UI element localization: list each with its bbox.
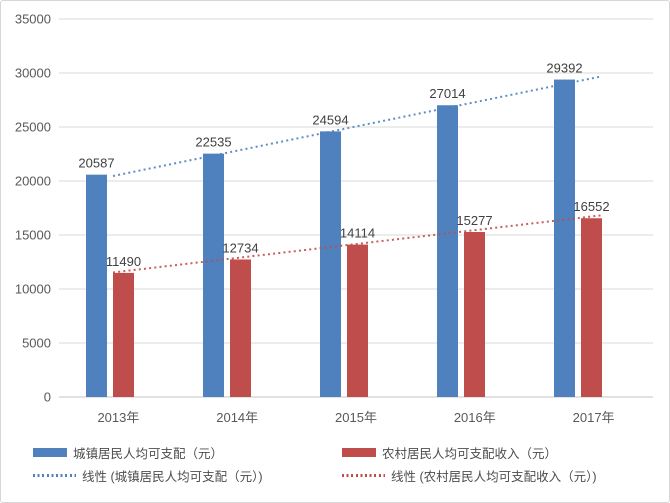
y-axis-tick-label: 25000	[15, 120, 51, 135]
x-axis-label-2: 2014年	[216, 410, 258, 425]
legend-label-urban: 城镇居民人均可支配（元）	[73, 446, 224, 461]
y-axis-tick-label: 35000	[15, 12, 51, 27]
legend-swatch-rural-trendline	[342, 473, 385, 477]
data-label-s1-c1: 20587	[78, 156, 114, 171]
data-label-s2-c3: 14114	[340, 226, 375, 241]
y-axis-tick-label: 0	[44, 390, 51, 405]
legend: 城镇居民人均可支配（元） 农村居民人均可支配收入（元） 线性 (城镇居民人均可支…	[1, 444, 669, 484]
x-axis-label-5: 2017年	[573, 410, 615, 425]
data-label-s2-c1: 11490	[106, 254, 141, 269]
legend-item-urban-trendline: 线性 (城镇居民人均可支配（元）)	[33, 467, 342, 484]
y-axis-tick-label: 15000	[15, 228, 51, 243]
plot-area: 0 5000 10000 15000 20000 25000 30000 35000 20587…	[15, 12, 653, 425]
legend-item-urban-bars: 城镇居民人均可支配（元）	[33, 444, 342, 461]
data-label-s1-c5: 29392	[546, 61, 582, 76]
bar-s1-c1	[86, 174, 107, 397]
bar-s1-c5	[554, 79, 575, 397]
legend-label-urban-trendline: 线性 (城镇居民人均可支配（元）)	[82, 469, 263, 484]
y-axis-tick-label: 10000	[15, 282, 51, 297]
y-axis-tick-label: 30000	[15, 66, 51, 81]
legend-item-rural-trendline: 线性 (农村居民人均可支配收入（元）)	[342, 467, 669, 484]
bar-s1-c2	[203, 153, 224, 397]
legend-label-rural-trendline: 线性 (农村居民人均可支配收入（元）)	[391, 469, 597, 484]
bar-s2-c1	[113, 272, 134, 397]
bar-s2-c3	[347, 244, 368, 397]
x-axis-label-4: 2016年	[454, 410, 496, 425]
data-label-s1-c2: 22535	[195, 135, 231, 150]
bar-s1-c3	[320, 131, 341, 397]
legend-swatch-rural-bar	[342, 447, 376, 457]
bar-s2-c2	[230, 259, 251, 397]
legend-swatch-urban-bar	[33, 447, 67, 457]
data-label-s2-c4: 15277	[456, 213, 492, 228]
bar-s2-c5	[581, 218, 602, 397]
trendline-s1	[112, 75, 602, 177]
y-axis-tick-label: 5000	[22, 336, 51, 351]
y-axis-tick-label: 20000	[15, 174, 51, 189]
legend-grid: 城镇居民人均可支配（元） 农村居民人均可支配收入（元） 线性 (城镇居民人均可支…	[1, 444, 669, 484]
data-label-s1-c4: 27014	[429, 86, 465, 101]
data-label-s2-c2: 12734	[222, 240, 258, 255]
bar-s1-c4	[437, 105, 458, 397]
legend-label-rural: 农村居民人均可支配收入（元）	[382, 446, 558, 461]
data-label-s1-c3: 24594	[312, 112, 348, 127]
x-axis-label-3: 2015年	[335, 410, 377, 425]
x-axis-label-1: 2013年	[97, 410, 139, 425]
legend-item-rural-bars: 农村居民人均可支配收入（元）	[342, 444, 669, 461]
legend-swatch-urban-trendline	[33, 473, 76, 477]
bar-s2-c4	[464, 232, 485, 397]
data-label-s2-c5: 16552	[573, 199, 609, 214]
trendline-s2	[112, 214, 602, 274]
